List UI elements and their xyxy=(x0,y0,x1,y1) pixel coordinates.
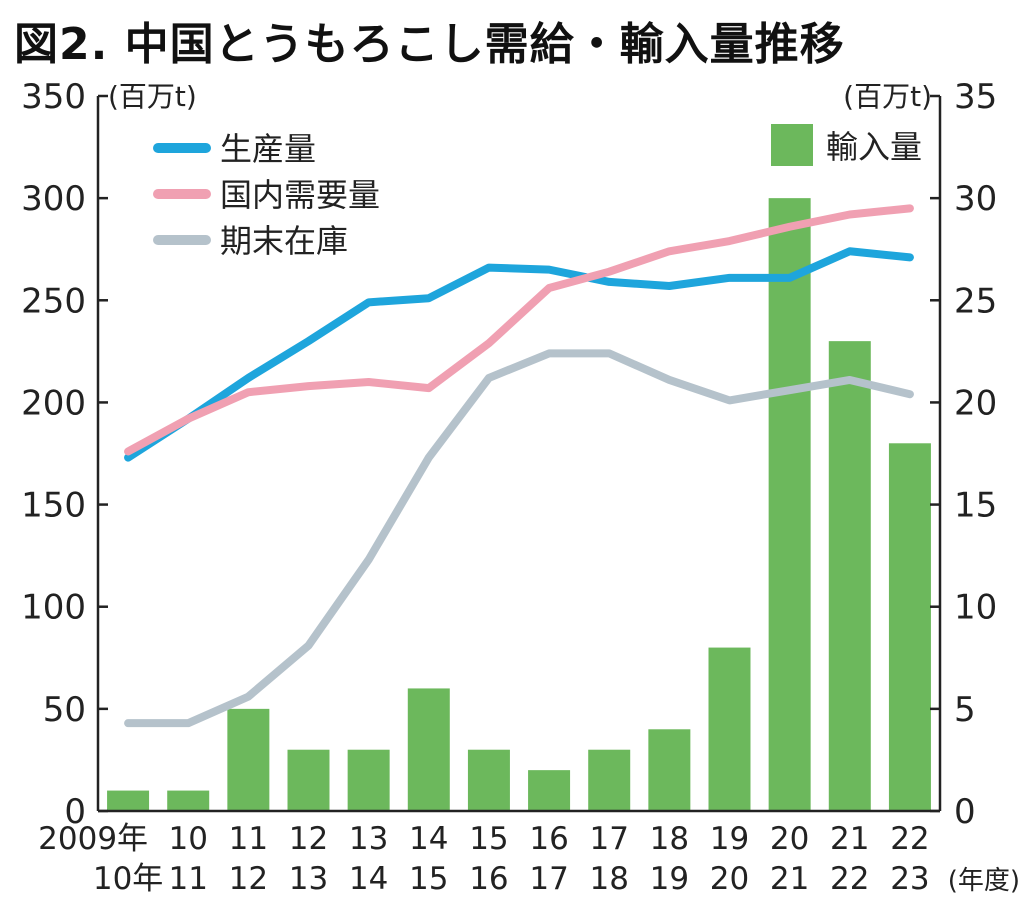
x-tick-label: 13 xyxy=(349,821,388,857)
right-tick-label: 10 xyxy=(954,588,997,628)
right-tick-label: 15 xyxy=(954,486,997,526)
right-tick-label: 35 xyxy=(954,77,997,117)
legend-swatch-bar xyxy=(771,124,813,166)
legend-label: 国内需要量 xyxy=(220,176,380,214)
x-tick-label: 12 xyxy=(289,821,328,857)
x-tick-label: 14 xyxy=(349,861,388,897)
left-tick-label: 300 xyxy=(21,179,86,219)
left-tick-label: 150 xyxy=(21,486,86,526)
x-tick-label: 22 xyxy=(890,821,929,857)
x-axis-label: (年度) xyxy=(948,866,1020,896)
import-bar xyxy=(467,749,510,811)
left-tick-label: 50 xyxy=(43,690,86,730)
x-tick-label: 11 xyxy=(229,821,268,857)
left-tick-label: 350 xyxy=(21,77,86,117)
x-tick-label: 20 xyxy=(710,861,749,897)
right-tick-label: 30 xyxy=(954,179,997,219)
right-tick-label: 25 xyxy=(954,281,997,321)
x-tick-label: 17 xyxy=(529,861,568,897)
import-bar xyxy=(768,198,811,812)
left-axis-unit: (百万t) xyxy=(108,80,197,113)
import-bar xyxy=(227,708,270,811)
x-tick-label: 11 xyxy=(168,861,207,897)
x-tick-label: 15 xyxy=(409,861,448,897)
x-tick-label: 15 xyxy=(469,821,508,857)
series-line-1 xyxy=(124,204,914,456)
x-tick-label: 13 xyxy=(289,861,328,897)
legend-label: 輸入量 xyxy=(826,128,922,166)
x-tick-label: 12 xyxy=(229,861,268,897)
x-tick-label: 16 xyxy=(469,861,508,897)
x-tick-label: 19 xyxy=(710,821,749,857)
x-tick-label: 21 xyxy=(770,861,809,897)
left-tick-label: 250 xyxy=(21,281,86,321)
x-tick-label: 18 xyxy=(589,861,628,897)
x-tick-label: 2009年 xyxy=(38,821,148,857)
x-tick-label: 10年 xyxy=(93,861,163,897)
left-tick-label: 200 xyxy=(21,383,86,423)
x-tick-label: 23 xyxy=(890,861,929,897)
series-line-2 xyxy=(124,349,914,728)
x-tick-label: 18 xyxy=(650,821,689,857)
series-line-0 xyxy=(124,247,914,462)
x-tick-label: 21 xyxy=(830,821,869,857)
x-tick-label: 19 xyxy=(650,861,689,897)
x-tick-label: 17 xyxy=(589,821,628,857)
import-bar xyxy=(708,647,751,811)
legend-label: 生産量 xyxy=(220,130,316,168)
right-tick-label: 5 xyxy=(954,690,976,730)
legend-label: 期末在庫 xyxy=(220,222,348,260)
x-tick-label: 10 xyxy=(168,821,207,857)
import-bar xyxy=(107,790,150,811)
x-tick-label: 14 xyxy=(409,821,448,857)
import-bar xyxy=(167,790,210,811)
x-tick-label: 16 xyxy=(529,821,568,857)
left-tick-label: 100 xyxy=(21,588,86,628)
import-bar xyxy=(407,688,450,811)
import-bar xyxy=(588,749,631,811)
import-bar xyxy=(347,749,390,811)
import-bar xyxy=(828,341,871,811)
import-bar xyxy=(528,770,571,811)
import-bar xyxy=(287,749,330,811)
x-tick-label: 20 xyxy=(770,821,809,857)
chart-title: 図2. 中国とうもろこし需給・輸入量推移 xyxy=(14,19,845,70)
import-bar xyxy=(888,443,931,811)
x-tick-label: 22 xyxy=(830,861,869,897)
left-tick-label: 0 xyxy=(64,792,86,832)
right-axis-unit: (百万t) xyxy=(843,80,932,113)
right-tick-label: 0 xyxy=(954,792,976,832)
import-bar xyxy=(648,729,691,811)
right-tick-label: 20 xyxy=(954,383,997,423)
